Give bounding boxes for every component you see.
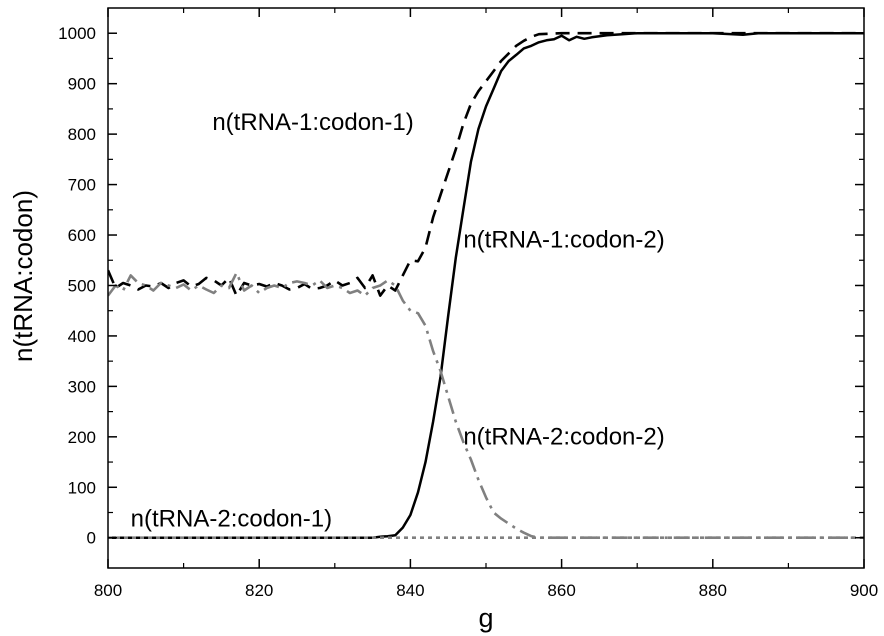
series-layer [108, 31, 864, 539]
series-line-0 [108, 31, 864, 297]
y-tick-label: 100 [68, 478, 96, 497]
y-tick-label: 700 [68, 176, 96, 195]
axes-layer [107, 7, 865, 569]
y-tick-label: 900 [68, 75, 96, 94]
x-tick-label: 860 [547, 581, 575, 600]
x-tick-label: 840 [396, 581, 424, 600]
y-tick-label: 800 [68, 125, 96, 144]
y-tick-label: 300 [68, 377, 96, 396]
y-tick-label: 600 [68, 226, 96, 245]
x-tick-label: 900 [850, 581, 878, 600]
series-annotation: n(tRNA-1:codon-1) [212, 109, 413, 136]
y-tick-label: 500 [68, 276, 96, 295]
y-tick-label: 200 [68, 428, 96, 447]
y-tick-label: 0 [87, 529, 96, 548]
series-annotation: n(tRNA-2:codon-2) [463, 423, 664, 450]
y-tick-label: 1000 [58, 24, 96, 43]
x-axis-label: g [478, 603, 493, 633]
x-tick-label: 800 [94, 581, 122, 600]
series-line-2 [108, 271, 864, 539]
series-annotation: n(tRNA-1:codon-2) [463, 227, 664, 254]
text-layer: g n(tRNA:codon) 800 820 840 860 880 900 0 100 20… [8, 24, 878, 633]
x-tick-label: 880 [699, 581, 727, 600]
series-line-1 [108, 31, 864, 539]
y-tick-label: 400 [68, 327, 96, 346]
series-annotation: n(tRNA-2:codon-1) [131, 506, 332, 533]
y-axis-label: n(tRNA:codon) [8, 190, 38, 362]
x-tick-label: 820 [245, 581, 273, 600]
